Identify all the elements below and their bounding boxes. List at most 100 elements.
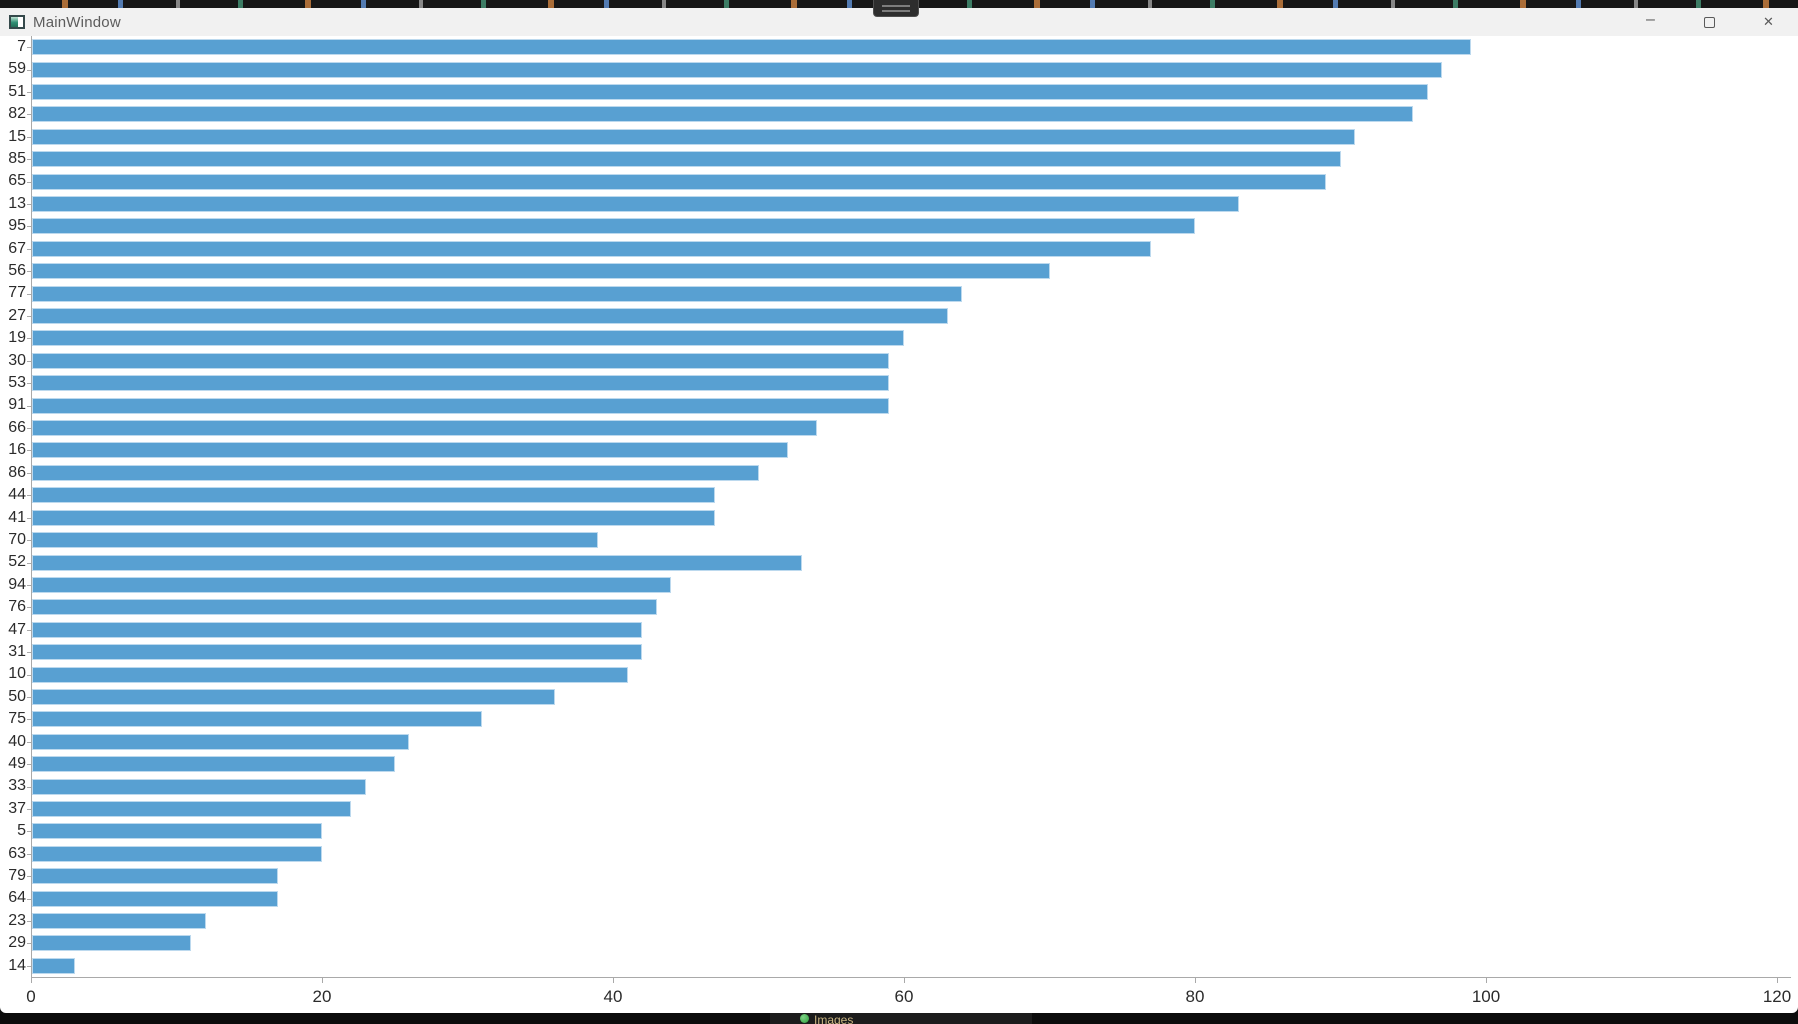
x-axis-tick-mark (31, 977, 32, 983)
y-axis-tick-label: 67 (8, 239, 26, 257)
bar (32, 84, 1428, 100)
y-axis-tick-label: 13 (8, 194, 26, 212)
y-axis-tick-mark (27, 719, 31, 721)
y-axis-tick-mark (27, 562, 31, 564)
y-axis-tick-mark (27, 696, 31, 698)
y-axis-tick-mark (27, 316, 31, 318)
bar (32, 61, 1443, 78)
minimize-button[interactable]: – (1646, 11, 1655, 28)
y-axis-tick-mark (27, 248, 31, 250)
y-axis-tick-mark (27, 204, 31, 206)
y-axis-tick-label: 70 (8, 530, 26, 548)
y-axis-tick-mark (27, 920, 31, 922)
taskbar-item-label: Images (814, 1013, 854, 1024)
main-window: MainWindow – ✕ 7 59 51 82 15 85 65 13 95 67 56 77 27… (0, 8, 1798, 1013)
y-axis-tick-mark (27, 383, 31, 385)
handle-line (882, 4, 910, 7)
bar (32, 352, 890, 369)
y-axis-tick-mark (27, 159, 31, 161)
y-axis-tick-label: 77 (8, 284, 26, 302)
bar (32, 644, 643, 661)
y-axis-tick-label: 56 (8, 262, 26, 280)
window-title: MainWindow (33, 13, 121, 31)
y-axis-tick-mark (27, 943, 31, 945)
y-axis-tick-mark (27, 876, 31, 878)
y-axis-tick-label: 41 (8, 508, 26, 526)
hidden-titlebar-handle[interactable] (873, 0, 919, 17)
bar (32, 733, 410, 750)
y-axis-tick-mark (27, 652, 31, 654)
taskbar-active-segment (770, 1013, 1032, 1024)
bar (32, 756, 395, 773)
y-axis-tick-mark (27, 786, 31, 788)
y-axis-tick-mark (27, 360, 31, 362)
y-axis-tick-label: 64 (8, 889, 26, 907)
y-axis-tick-mark (27, 405, 31, 407)
y-axis-tick-label: 7 (17, 38, 26, 55)
y-axis-tick-label: 79 (8, 866, 26, 884)
y-axis-tick-label: 85 (8, 150, 26, 168)
y-axis-tick-label: 49 (8, 754, 26, 772)
y-axis-tick-mark (27, 338, 31, 340)
bar (32, 890, 279, 907)
bar (32, 196, 1239, 213)
bar (32, 845, 322, 862)
taskbar-sliver[interactable]: Images (0, 1013, 1798, 1024)
y-axis-tick-mark (27, 898, 31, 900)
close-button[interactable]: ✕ (1763, 14, 1774, 29)
bar (32, 800, 352, 817)
bar (32, 554, 803, 571)
handle-line (882, 9, 910, 12)
bar (32, 285, 963, 302)
bar (32, 375, 890, 392)
y-axis-tick-mark (27, 69, 31, 71)
x-axis-tick-mark (1486, 977, 1487, 983)
y-axis-tick-label: 91 (8, 396, 26, 414)
bar (32, 173, 1326, 190)
x-axis-tick-label: 20 (312, 987, 332, 1006)
maximize-button[interactable] (1680, 8, 1739, 36)
images-app-icon (800, 1014, 809, 1023)
bar (32, 957, 75, 974)
bar (32, 935, 192, 952)
bar (32, 308, 948, 325)
y-axis-tick-label: 86 (8, 463, 26, 481)
y-axis-tick-label: 19 (8, 329, 26, 347)
y-axis-tick-label: 27 (8, 306, 26, 324)
x-axis-tick-label: 100 (1471, 987, 1501, 1006)
bar (32, 532, 599, 549)
bar (32, 487, 715, 504)
y-axis-tick-label: 33 (8, 777, 26, 795)
x-axis-tick-mark (1195, 977, 1196, 983)
y-axis-tick-mark (27, 808, 31, 810)
bar (32, 464, 759, 481)
y-axis-tick-label: 44 (8, 486, 26, 504)
window-controls: – ✕ (1621, 8, 1798, 36)
y-axis-tick-mark (27, 517, 31, 519)
bar (32, 823, 322, 840)
y-axis-tick-label: 23 (8, 911, 26, 929)
x-axis-tick-mark (1777, 977, 1778, 983)
bar (32, 868, 279, 885)
x-axis-tick-label: 40 (603, 987, 623, 1006)
y-axis-tick-mark (27, 271, 31, 273)
bar (32, 151, 1341, 168)
bar (32, 576, 672, 593)
y-axis-tick-label: 63 (8, 844, 26, 862)
y-axis-tick-mark (27, 831, 31, 833)
bar-chart: 7 59 51 82 15 85 65 13 95 67 56 77 27 19 30 53 91 66 16 86 4… (0, 36, 1798, 1013)
y-axis-tick-mark (27, 741, 31, 743)
maximize-icon (1704, 16, 1715, 28)
y-axis-tick-mark (27, 674, 31, 676)
y-axis-tick-label: 47 (8, 620, 26, 638)
bar (32, 666, 628, 683)
y-axis-tick-label: 30 (8, 351, 26, 369)
y-axis-tick-mark (27, 584, 31, 586)
bar (32, 39, 1472, 56)
bar (32, 509, 715, 526)
y-axis-tick-label: 10 (8, 665, 26, 683)
taskbar-item-images[interactable]: Images (800, 1014, 853, 1024)
y-axis-tick-mark (27, 607, 31, 609)
y-axis-tick-label: 76 (8, 598, 26, 616)
y-axis-tick-label: 37 (8, 799, 26, 817)
